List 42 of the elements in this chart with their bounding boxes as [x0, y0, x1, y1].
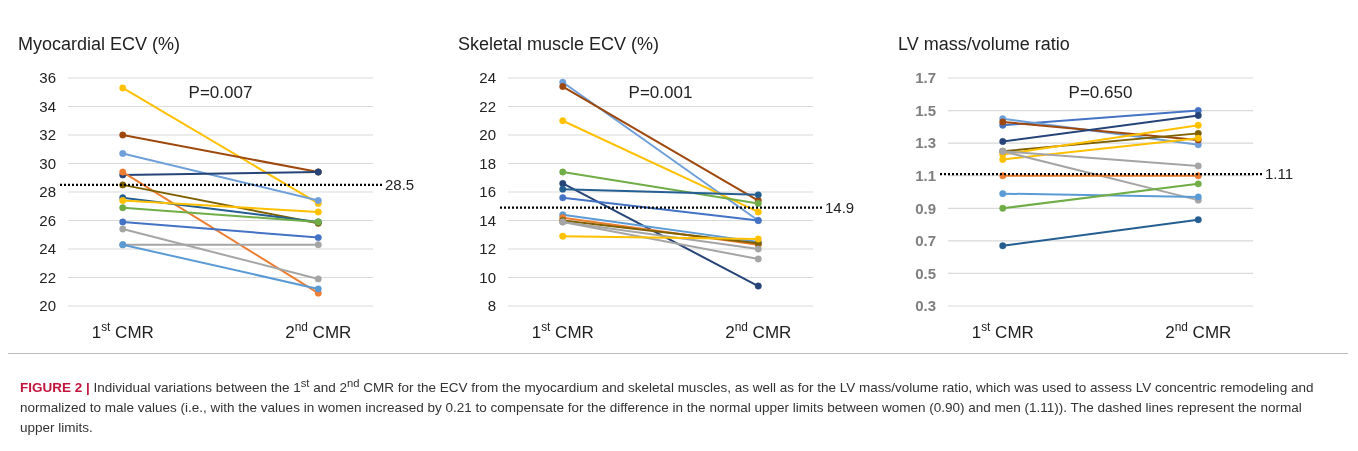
y-tick-label: 28	[39, 183, 56, 201]
x-tick-label: 2$^{nd}$ CMR	[285, 320, 352, 342]
chart-title: Skeletal muscle ECV (%)	[458, 34, 660, 54]
y-tick-label: 1.7	[915, 69, 936, 87]
chart-title: Myocardial ECV (%)	[18, 34, 181, 54]
y-tick-label: 8	[487, 297, 496, 315]
y-tick-label: 0.5	[915, 264, 936, 282]
y-tick-label: 12	[479, 240, 496, 258]
y-tick-label: 34	[39, 97, 56, 115]
ref-line-label: 28.5	[385, 176, 415, 194]
y-tick-label: 30	[39, 154, 56, 172]
x-tick-label: 1$^{st}$ CMR	[91, 320, 154, 342]
x-tick-label: 2$^{nd}$ CMR	[725, 320, 792, 342]
y-tick-label: 1.1	[915, 166, 936, 184]
x-tick-label: 1$^{st}$ CMR	[531, 320, 594, 342]
y-tick-label: 0.3	[915, 297, 936, 315]
x-tick-label: 2$^{nd}$ CMR	[1165, 320, 1232, 342]
ref-line-label: 14.9	[825, 198, 855, 216]
y-tick-label: 0.9	[915, 199, 936, 217]
y-tick-label: 14	[479, 211, 496, 229]
y-tick-label: 16	[479, 183, 496, 201]
caption: FIGURE 2 | Individual variations between the 1$^{st}$ and 2$^{nd}$ CMR for the ECV from the myocardium and skeletal muscles, as well as for the LV mass/volume ratio, which was used to assess LV concentric remodeling and normalized to male values (i.e., with the values in women increased by 0.21 to compensate for the difference in the normal upper limits between women (0.90) and men (1.11)). The dashed lines represent the normal upper limits.	[20, 376, 1314, 435]
chart-title: LV mass/volume ratio	[898, 34, 1070, 54]
y-tick-label: 20	[39, 297, 56, 315]
x-tick-label: 1$^{st}$ CMR	[971, 320, 1034, 342]
y-tick-label: 22	[39, 268, 56, 286]
y-tick-label: 36	[39, 69, 56, 87]
y-tick-label: 18	[479, 154, 496, 172]
y-tick-label: 10	[479, 268, 496, 286]
y-tick-label: 1.5	[915, 101, 936, 119]
annotation: P=0.007	[188, 82, 253, 102]
y-tick-label: 22	[479, 97, 496, 115]
y-tick-label: 24	[39, 240, 56, 258]
y-tick-label: 26	[39, 211, 56, 229]
ref-line-label: 1.11	[1265, 165, 1294, 183]
y-tick-label: 0.7	[915, 232, 936, 250]
y-tick-label: 32	[39, 126, 56, 144]
annotation: P=0.001	[628, 82, 693, 102]
y-tick-label: 20	[479, 126, 496, 144]
annotation: P=0.650	[1068, 82, 1133, 102]
y-tick-label: 24	[479, 69, 496, 87]
y-tick-label: 1.3	[915, 134, 936, 152]
